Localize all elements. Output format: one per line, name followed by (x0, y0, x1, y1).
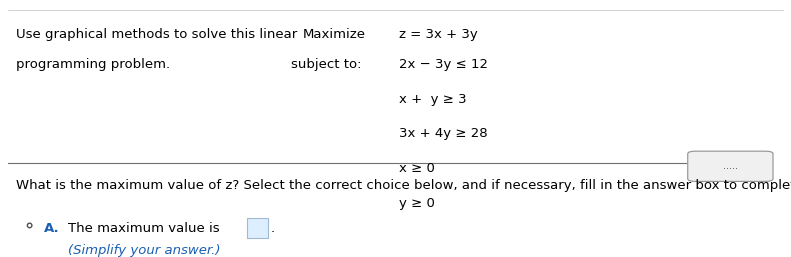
Text: z = 3x + 3y: z = 3x + 3y (399, 28, 478, 41)
Text: x +  y ≥ 3: x + y ≥ 3 (399, 93, 467, 106)
FancyBboxPatch shape (247, 218, 268, 238)
Text: Maximize: Maximize (302, 28, 365, 41)
Text: y ≥ 0: y ≥ 0 (399, 197, 435, 210)
Text: x ≥ 0: x ≥ 0 (399, 162, 435, 175)
Text: The maximum value is: The maximum value is (68, 222, 220, 235)
Text: .....: ..... (723, 161, 738, 171)
Text: (Simplify your answer.): (Simplify your answer.) (68, 244, 221, 257)
Text: Use graphical methods to solve this linear: Use graphical methods to solve this line… (16, 28, 297, 41)
FancyBboxPatch shape (687, 151, 773, 181)
Text: programming problem.: programming problem. (16, 58, 170, 71)
Text: 3x + 4y ≥ 28: 3x + 4y ≥ 28 (399, 127, 488, 141)
Text: subject to:: subject to: (291, 58, 361, 71)
Text: 2x − 3y ≤ 12: 2x − 3y ≤ 12 (399, 58, 488, 71)
Text: What is the maximum value of z? Select the correct choice below, and if necessar: What is the maximum value of z? Select t… (16, 179, 791, 192)
Text: A.: A. (44, 222, 59, 235)
Text: .: . (271, 222, 274, 235)
